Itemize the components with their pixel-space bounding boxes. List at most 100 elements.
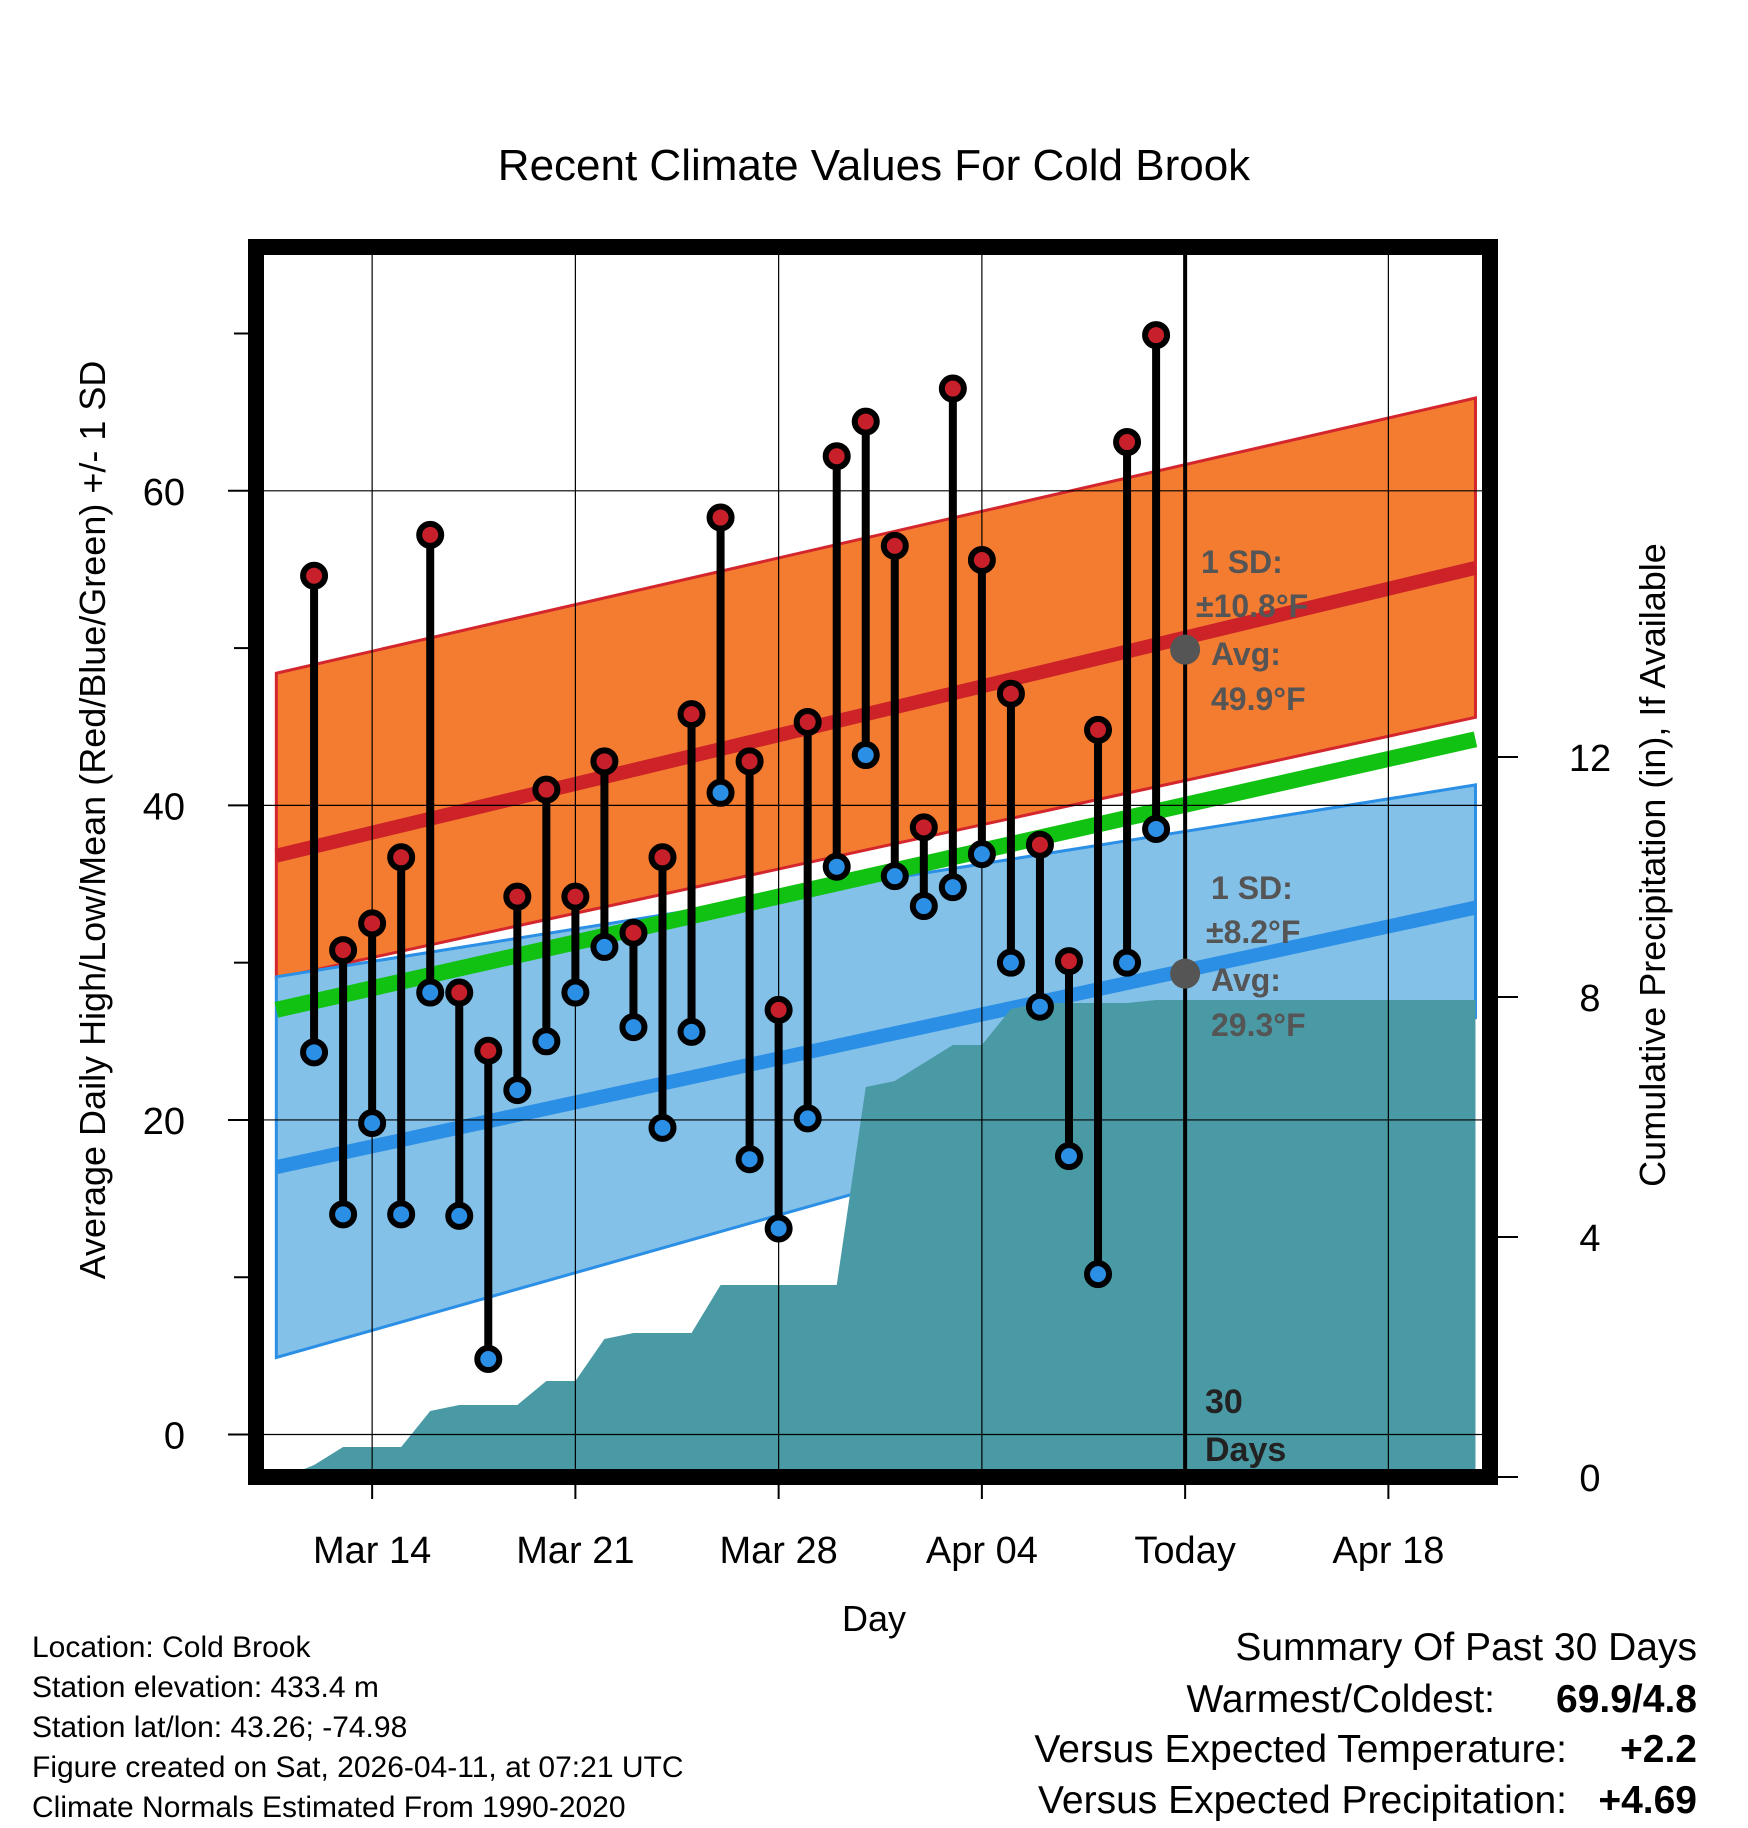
low-point [474, 1345, 503, 1374]
warm-cold-label: Warmest/Coldest: [1187, 1678, 1495, 1721]
high-sd-band [274, 396, 1477, 981]
y-tick-label: 40 [143, 786, 185, 828]
low-point [938, 873, 967, 902]
low-point [619, 1013, 648, 1042]
high-point [590, 747, 619, 776]
low-point [996, 948, 1025, 977]
x-tick-label: Mar 28 [719, 1530, 837, 1572]
high-sd-value: ±10.8°F [1196, 588, 1308, 624]
low-point [1084, 1260, 1113, 1289]
plot-area [256, 247, 1490, 1477]
summary: Summary Of Past 30 Days Warmest/Coldest:… [1034, 1626, 1697, 1822]
low-point [909, 892, 938, 921]
high-point [387, 843, 416, 872]
location-text: Location: Cold Brook [32, 1631, 311, 1664]
low-point [851, 741, 880, 770]
precip-label: Versus Expected Precipitation: [1038, 1779, 1567, 1822]
high-point [764, 995, 793, 1024]
low-point [561, 978, 590, 1007]
precip-value: +4.69 [1598, 1779, 1697, 1822]
high-point [445, 978, 474, 1007]
high-point [503, 882, 532, 911]
low-point [503, 1076, 532, 1105]
high-avg-label: Avg: [1211, 636, 1281, 672]
chart-title: Recent Climate Values For Cold Brook [498, 141, 1251, 190]
temp-label: Versus Expected Temperature: [1034, 1728, 1567, 1771]
plot-frame [248, 239, 1498, 1485]
low-point [329, 1200, 358, 1229]
high-point [358, 909, 387, 938]
low-point [735, 1145, 764, 1174]
high-avg-value: 49.9°F [1211, 681, 1306, 717]
low-point [764, 1214, 793, 1243]
created-text: Figure created on Sat, 2026-04-11, at 07… [32, 1751, 684, 1784]
low-point [706, 778, 735, 807]
normals-text: Climate Normals Estimated From 1990-2020 [32, 1791, 626, 1824]
low-point [1025, 992, 1054, 1021]
high-point [793, 708, 822, 737]
warm-cold-value: 69.9/4.8 [1556, 1678, 1697, 1721]
high-point [880, 531, 909, 560]
x-tick-label: Mar 14 [313, 1530, 431, 1572]
low-point [648, 1113, 677, 1142]
high-point [329, 936, 358, 965]
high-point [996, 679, 1025, 708]
low-average-marker [1170, 958, 1201, 989]
high-point [648, 843, 677, 872]
high-point [1025, 830, 1054, 859]
elevation-text: Station elevation: 433.4 m [32, 1671, 379, 1704]
y-tick-label: 60 [143, 472, 185, 514]
low-sd-value: ±8.2°F [1206, 914, 1300, 950]
x-tick-label: Today [1134, 1530, 1235, 1572]
high-point [735, 747, 764, 776]
low-point [677, 1017, 706, 1046]
high-point [706, 503, 735, 532]
low-avg-value: 29.3°F [1211, 1007, 1306, 1043]
high-point [416, 520, 445, 549]
low-point [590, 932, 619, 961]
low-point [416, 978, 445, 1007]
low-point [387, 1200, 416, 1229]
high-point [851, 407, 880, 436]
low-point [532, 1027, 561, 1056]
high-average-marker [1170, 634, 1201, 665]
y2-tick-label: 8 [1579, 978, 1600, 1020]
y2-tick-label: 4 [1579, 1218, 1600, 1260]
low-point [822, 852, 851, 881]
y-tick-label: 0 [164, 1416, 185, 1458]
high-point [1084, 715, 1113, 744]
high-average-line [274, 561, 1478, 863]
high-point [909, 813, 938, 842]
station-info: Location: Cold Brook Station elevation: … [32, 1631, 684, 1824]
summary-title: Summary Of Past 30 Days [1235, 1626, 1697, 1669]
low-point [1054, 1142, 1083, 1171]
y2-axis-label: Cumulative Precipitation (in), If Availa… [1632, 543, 1673, 1187]
low-point [793, 1104, 822, 1133]
y-tick-label: 20 [143, 1101, 185, 1143]
low-average-line [274, 900, 1477, 1174]
high-point [677, 700, 706, 729]
x-tick-label: Mar 21 [516, 1530, 634, 1572]
x-axis-label: Day [842, 1598, 906, 1639]
mean-average-line [274, 731, 1478, 1018]
y2-tick-label: 12 [1569, 738, 1611, 780]
high-point [300, 561, 329, 590]
axis-ticks: Mar 14 Mar 21 Mar 28 Apr 04 Today Apr 1802040… [143, 332, 1611, 1572]
latlon-text: Station lat/lon: 43.26; -74.98 [32, 1711, 407, 1744]
low-avg-label: Avg: [1211, 962, 1281, 998]
y2-tick-label: 0 [1579, 1458, 1600, 1500]
high-sd-label: 1 SD: [1201, 544, 1283, 580]
low-point [445, 1201, 474, 1230]
days-count-label: 30 [1205, 1383, 1243, 1421]
high-point [1054, 947, 1083, 976]
high-point [1113, 428, 1142, 457]
high-point [619, 918, 648, 947]
low-point [1113, 948, 1142, 977]
x-tick-label: Apr 18 [1332, 1530, 1444, 1572]
low-point [358, 1109, 387, 1138]
high-point [532, 775, 561, 804]
high-point [938, 374, 967, 403]
high-point [1142, 321, 1171, 350]
temp-value: +2.2 [1620, 1728, 1697, 1771]
